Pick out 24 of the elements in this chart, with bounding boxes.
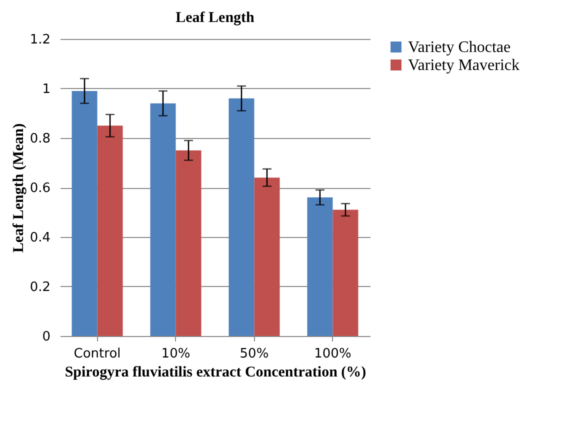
bar <box>228 98 254 336</box>
bar <box>150 103 176 336</box>
bar <box>97 126 123 336</box>
x-axis-title: Spirogyra fluviatilis extract Concentration (%) <box>64 364 366 380</box>
x-tick-label: Control <box>74 346 121 362</box>
y-tick-label: 0.6 <box>30 181 50 196</box>
legend-label: Variety Choctae <box>408 39 511 56</box>
y-tick-label: 0.2 <box>30 280 50 295</box>
x-tick-label: 50% <box>240 346 269 362</box>
y-tick-label: 0.8 <box>30 132 50 146</box>
y-tick-label: 1.2 <box>30 32 50 48</box>
bar <box>254 178 280 336</box>
bar <box>176 150 202 336</box>
bar <box>72 90 98 336</box>
bar <box>332 210 358 336</box>
legend-label: Variety Maverick <box>408 57 520 74</box>
y-tick-label: 0 <box>42 330 50 344</box>
y-tick-label: 0.4 <box>30 230 50 246</box>
y-tick-label: 1 <box>42 82 50 97</box>
y-axis-title: Leaf Length (Mean) <box>10 123 27 253</box>
x-tick-label: 10% <box>161 346 190 362</box>
chart-title: Leaf Length <box>176 10 256 26</box>
bar <box>307 197 333 336</box>
x-tick-label: 100% <box>314 346 352 362</box>
